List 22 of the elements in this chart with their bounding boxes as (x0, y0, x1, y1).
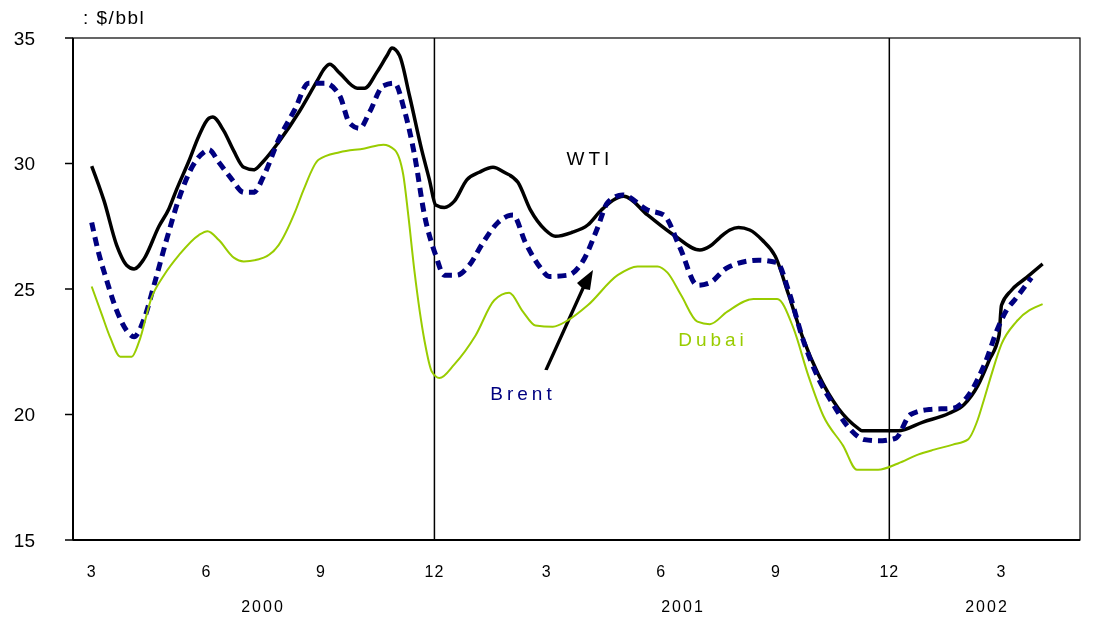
x-tick-label: 9 (316, 563, 326, 580)
text: 2001 (661, 598, 705, 615)
y-tick-label: 15 (13, 529, 35, 551)
x-tick-label: 9 (770, 563, 781, 580)
x-tick-label: 6 (201, 563, 212, 580)
x-tick-label: 3 (86, 563, 97, 580)
series-label: WTI (566, 148, 614, 169)
text: Brent (490, 383, 556, 404)
x-tick-label: 6 (656, 563, 667, 580)
line-series (90, 143, 1044, 471)
text: 2002 (965, 598, 1009, 615)
x-tick-label: 12 (424, 563, 445, 580)
text: 2000 (241, 598, 285, 615)
y-tick-label: 20 (13, 404, 35, 426)
series-label: Dubai (678, 329, 748, 350)
x-tick-label: 3 (996, 563, 1007, 580)
x-tick-label: 12 (879, 563, 900, 580)
y-tick-label: 25 (13, 278, 35, 300)
y-tick-label: 35 (13, 27, 35, 49)
y-tick-label: 30 (13, 153, 35, 175)
y-axis-title: : $/bbl (83, 7, 146, 28)
x-tick-label: 3 (541, 563, 552, 580)
